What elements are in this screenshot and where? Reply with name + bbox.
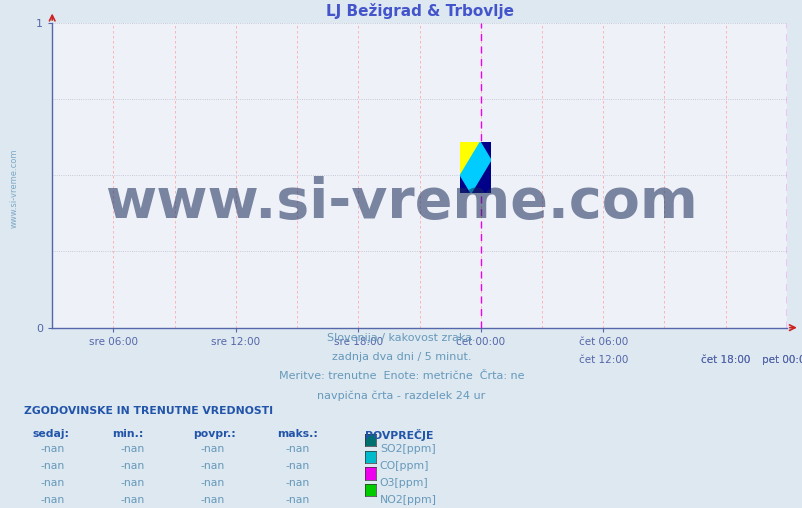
Text: navpična črta - razdelek 24 ur: navpična črta - razdelek 24 ur [317,391,485,401]
Text: CO[ppm]: CO[ppm] [379,461,429,471]
Text: NO2[ppm]: NO2[ppm] [379,495,436,505]
Text: čet 12:00: čet 12:00 [578,355,627,365]
Text: -nan: -nan [200,495,225,505]
Text: Slovenija / kakovost zraka.: Slovenija / kakovost zraka. [326,333,476,343]
Text: POVPREČJE: POVPREČJE [365,429,433,441]
Text: -nan: -nan [120,478,144,488]
Text: čet 18:00: čet 18:00 [700,355,749,365]
Title: LJ Bežigrad & Trbovlje: LJ Bežigrad & Trbovlje [325,3,513,19]
Text: -nan: -nan [200,444,225,455]
Text: zadnja dva dni / 5 minut.: zadnja dva dni / 5 minut. [331,352,471,362]
Text: -nan: -nan [120,461,144,471]
Text: -nan: -nan [200,461,225,471]
Text: -nan: -nan [40,461,64,471]
Text: -nan: -nan [285,495,309,505]
Text: SO2[ppm]: SO2[ppm] [379,444,435,455]
Text: -nan: -nan [285,478,309,488]
Text: -nan: -nan [120,495,144,505]
Text: povpr.:: povpr.: [192,429,235,439]
Text: www.si-vreme.com: www.si-vreme.com [105,176,697,230]
Text: -nan: -nan [285,461,309,471]
Text: -nan: -nan [285,444,309,455]
Text: čet 18:00: čet 18:00 [700,355,749,365]
Text: -nan: -nan [120,444,144,455]
Text: www.si-vreme.com: www.si-vreme.com [10,148,19,228]
Polygon shape [460,142,490,193]
Text: -nan: -nan [40,478,64,488]
Text: O3[ppm]: O3[ppm] [379,478,428,488]
Text: ZGODOVINSKE IN TRENUTNE VREDNOSTI: ZGODOVINSKE IN TRENUTNE VREDNOSTI [24,406,273,417]
Text: sedaj:: sedaj: [32,429,69,439]
Text: Meritve: trenutne  Enote: metrične  Črta: ne: Meritve: trenutne Enote: metrične Črta: … [278,371,524,382]
Text: -nan: -nan [40,444,64,455]
Text: pet 00:00: pet 00:00 [761,355,802,365]
Text: maks.:: maks.: [277,429,318,439]
Text: -nan: -nan [40,495,64,505]
Text: min.:: min.: [112,429,144,439]
Text: -nan: -nan [200,478,225,488]
Polygon shape [460,142,490,193]
Polygon shape [460,142,480,175]
Text: pet 00:00: pet 00:00 [761,355,802,365]
